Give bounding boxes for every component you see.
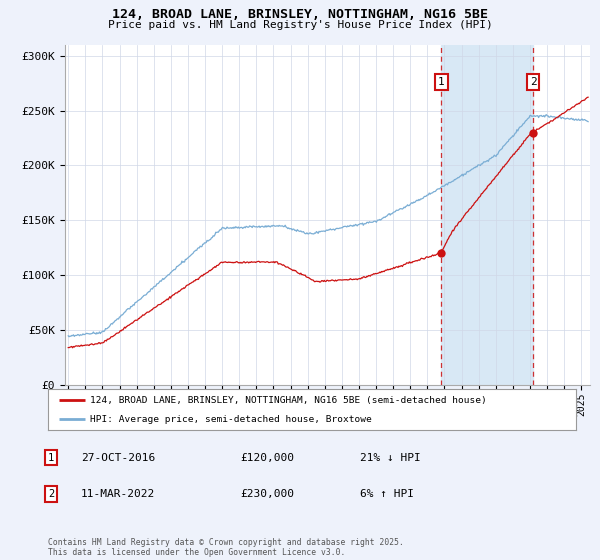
Text: 21% ↓ HPI: 21% ↓ HPI [360,452,421,463]
Text: 124, BROAD LANE, BRINSLEY, NOTTINGHAM, NG16 5BE: 124, BROAD LANE, BRINSLEY, NOTTINGHAM, N… [112,8,488,21]
Text: Price paid vs. HM Land Registry's House Price Index (HPI): Price paid vs. HM Land Registry's House … [107,20,493,30]
Text: £120,000: £120,000 [240,452,294,463]
Text: £230,000: £230,000 [240,489,294,499]
Text: 2: 2 [530,77,536,87]
Text: 1: 1 [48,452,54,463]
Text: 1: 1 [438,77,445,87]
Text: 124, BROAD LANE, BRINSLEY, NOTTINGHAM, NG16 5BE (semi-detached house): 124, BROAD LANE, BRINSLEY, NOTTINGHAM, N… [90,396,487,405]
Text: 11-MAR-2022: 11-MAR-2022 [81,489,155,499]
Text: Contains HM Land Registry data © Crown copyright and database right 2025.
This d: Contains HM Land Registry data © Crown c… [48,538,404,557]
Bar [442,45,533,385]
Text: HPI: Average price, semi-detached house, Broxtowe: HPI: Average price, semi-detached house,… [90,414,372,423]
Text: 2: 2 [48,489,54,499]
Text: 6% ↑ HPI: 6% ↑ HPI [360,489,414,499]
Text: 27-OCT-2016: 27-OCT-2016 [81,452,155,463]
